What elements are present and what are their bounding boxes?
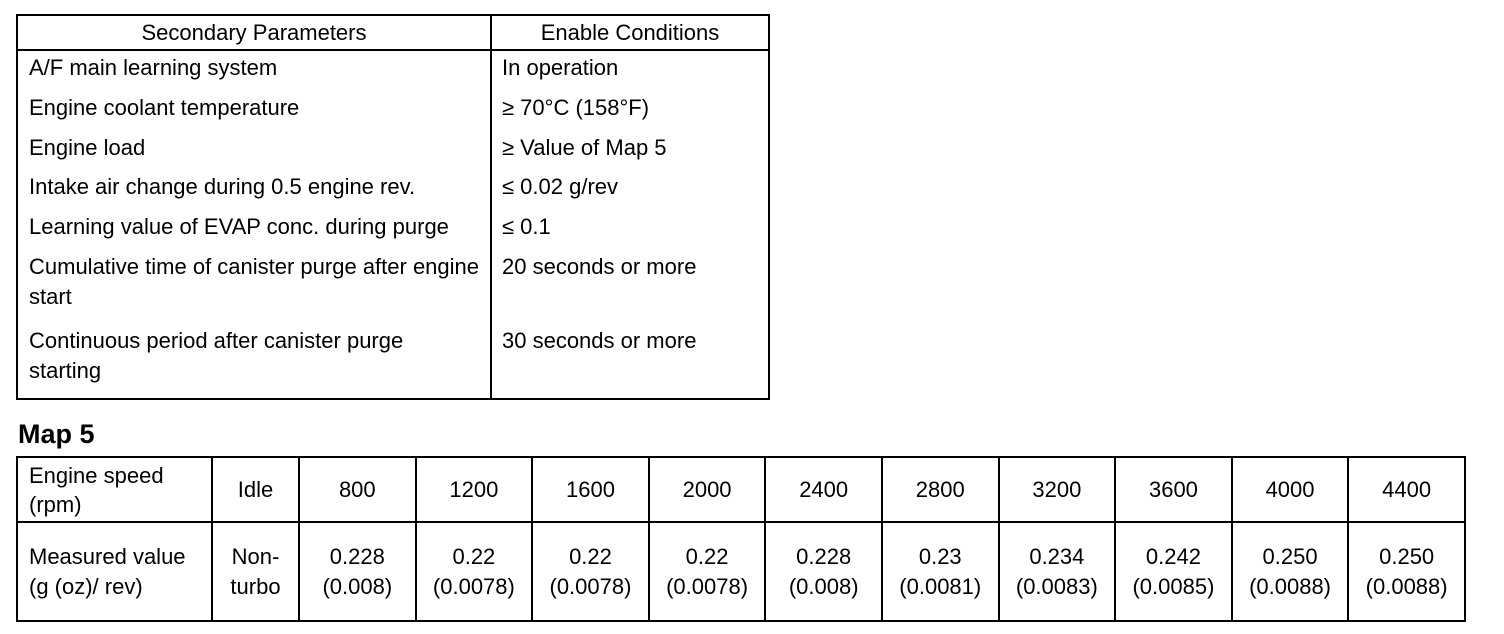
params-row: Learning value of EVAP conc. during purg… bbox=[17, 210, 769, 251]
value-cell: 0.22 (0.0078) bbox=[647, 521, 767, 622]
params-row: A/F main learning system In operation bbox=[17, 50, 769, 91]
condition-cell: ≥ 70°C (158°F) bbox=[502, 94, 650, 120]
condition-cell: ≤ 0.02 g/rev bbox=[502, 174, 619, 200]
speed-cell: 2800 bbox=[880, 456, 1000, 523]
speed-cell: 3600 bbox=[1114, 456, 1233, 523]
value-g: 0.250 bbox=[1379, 543, 1435, 569]
params-row: Intake air change during 0.5 engine rev.… bbox=[17, 170, 769, 211]
param-cell: Engine load bbox=[17, 130, 492, 171]
value-g: 0.228 bbox=[796, 543, 852, 569]
value-oz: (0.0085) bbox=[1132, 573, 1215, 599]
value-g: 0.22 bbox=[569, 543, 612, 569]
condition-cell: In operation bbox=[502, 55, 619, 80]
value-g: 0.250 bbox=[1262, 543, 1318, 569]
value-cell: 0.228 (0.008) bbox=[764, 521, 883, 622]
value-cell: 0.250 (0.0088) bbox=[1230, 521, 1350, 622]
value-g: 0.22 bbox=[452, 543, 496, 569]
value-cell: 0.23 (0.0081) bbox=[880, 521, 1000, 622]
param-cell: Cumulative time of canister purge after … bbox=[17, 250, 492, 324]
params-row: Cumulative time of canister purge after … bbox=[17, 250, 769, 324]
speed-cell: 4400 bbox=[1347, 456, 1466, 523]
param-cell: A/F main learning system bbox=[17, 50, 492, 91]
measured-value-label: Measured value (g (oz)/ rev) bbox=[16, 521, 213, 622]
condition-cell: ≤ 0.1 bbox=[502, 214, 551, 240]
engine-speed-label: Engine speed (rpm) bbox=[16, 456, 213, 523]
value-g: 0.22 bbox=[685, 543, 729, 569]
param-cell: Intake air change during 0.5 engine rev. bbox=[17, 170, 492, 211]
param-cell: Learning value of EVAP conc. during purg… bbox=[17, 210, 492, 251]
speed-cell: 800 bbox=[298, 456, 417, 523]
value-g: 0.23 bbox=[918, 543, 962, 569]
value-oz: (0.0078) bbox=[549, 573, 632, 599]
value-oz: (0.0078) bbox=[432, 573, 515, 599]
speed-cell: 1200 bbox=[414, 456, 534, 523]
header-enable-conditions: Enable Conditions bbox=[491, 15, 769, 51]
idle-label: Idle bbox=[211, 456, 300, 523]
param-cell: Continuous period after canister purge s… bbox=[17, 323, 492, 399]
value-oz: (0.0088) bbox=[1365, 573, 1448, 599]
value-g: 0.234 bbox=[1029, 543, 1085, 569]
params-row: Continuous period after canister purge s… bbox=[17, 323, 769, 399]
engine-speed-row: Engine speed (rpm) Idle 800 1200 1600 20… bbox=[16, 456, 1466, 523]
value-oz: (0.0078) bbox=[666, 573, 749, 599]
map5-table: Engine speed (rpm) Idle 800 1200 1600 20… bbox=[16, 456, 1466, 622]
speed-cell: 4000 bbox=[1230, 456, 1350, 523]
value-cell: 0.234 (0.0083) bbox=[997, 521, 1117, 622]
idle-value: Non-turbo bbox=[211, 521, 300, 622]
condition-cell: 20 seconds or more bbox=[502, 254, 697, 280]
value-oz: (0.0083) bbox=[1015, 573, 1098, 599]
params-header-row: Secondary Parameters Enable Conditions bbox=[17, 15, 769, 51]
value-cell: 0.242 (0.0085) bbox=[1114, 521, 1233, 622]
params-row: Engine load ≥ Value of Map 5 bbox=[17, 130, 769, 171]
value-cell: 0.250 (0.0088) bbox=[1347, 521, 1466, 622]
value-g: 0.228 bbox=[329, 543, 385, 569]
value-oz: (0.008) bbox=[788, 573, 859, 599]
condition-cell: ≥ Value of Map 5 bbox=[502, 134, 667, 160]
value-cell: 0.22 (0.0078) bbox=[414, 521, 534, 622]
param-cell: Engine coolant temperature bbox=[17, 90, 492, 131]
speed-cell: 2400 bbox=[764, 456, 883, 523]
secondary-parameters-table: Secondary Parameters Enable Conditions A… bbox=[16, 14, 770, 400]
header-secondary-parameters: Secondary Parameters bbox=[17, 15, 492, 51]
speed-cell: 1600 bbox=[531, 456, 650, 523]
params-row: Engine coolant temperature ≥ 70°C (158°F… bbox=[17, 90, 769, 131]
value-oz: (0.0081) bbox=[899, 573, 982, 599]
value-cell: 0.228 (0.008) bbox=[298, 521, 417, 622]
measured-value-row: Measured value (g (oz)/ rev) Non-turbo 0… bbox=[16, 521, 1466, 622]
speed-cell: 3200 bbox=[997, 456, 1117, 523]
value-cell: 0.22 (0.0078) bbox=[531, 521, 650, 622]
condition-cell: 30 seconds or more bbox=[502, 327, 697, 353]
speed-cell: 2000 bbox=[647, 456, 767, 523]
value-oz: (0.008) bbox=[322, 573, 393, 599]
value-oz: (0.0088) bbox=[1249, 573, 1332, 599]
map5-title: Map 5 bbox=[18, 419, 95, 449]
value-g: 0.242 bbox=[1145, 543, 1201, 569]
